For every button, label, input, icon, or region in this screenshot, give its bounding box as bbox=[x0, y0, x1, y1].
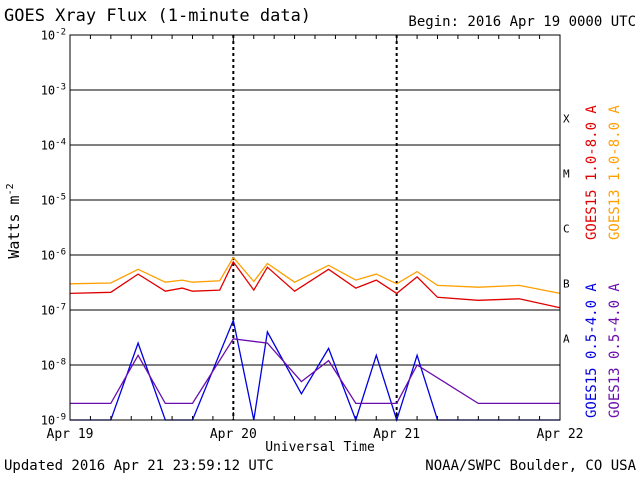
x-tick-label: Apr 21 bbox=[373, 427, 421, 442]
flare-class-label: A bbox=[563, 332, 570, 346]
plot-frame bbox=[69, 34, 561, 421]
y-tick-label: 10-8 bbox=[40, 357, 66, 373]
legend-entry-2: GOES13 1.0-8.0 A bbox=[607, 105, 623, 240]
y-tick-label: 10-6 bbox=[40, 247, 66, 263]
legend-entry-1: GOES15 1.0-8.0 A bbox=[584, 105, 600, 240]
flare-class-label: B bbox=[563, 277, 570, 291]
x-tick-label: Apr 19 bbox=[46, 427, 94, 442]
begin-time: Begin: 2016 Apr 19 0000 UTC bbox=[408, 14, 636, 30]
flare-class-label: M bbox=[563, 167, 570, 181]
y-tick-label: 10-9 bbox=[40, 412, 66, 428]
x-axis-label: Universal Time bbox=[265, 440, 375, 455]
chart-title: GOES Xray Flux (1-minute data) bbox=[4, 6, 312, 26]
grid-lines bbox=[69, 34, 561, 421]
y-axis-label: Watts m-2 bbox=[5, 183, 23, 259]
updated-timestamp: Updated 2016 Apr 21 23:59:12 UTC bbox=[4, 458, 274, 474]
y-tick-label: 10-4 bbox=[40, 137, 66, 153]
x-tick-label: Apr 22 bbox=[536, 427, 584, 442]
series-line-1 bbox=[69, 260, 561, 309]
flare-class-label: X bbox=[563, 112, 570, 126]
series-line-3 bbox=[70, 318, 560, 423]
x-tick-label: Apr 20 bbox=[209, 427, 257, 442]
legend-entry-3: GOES15 0.5-4.0 A bbox=[584, 283, 600, 418]
y-tick-label: 10-3 bbox=[40, 82, 66, 98]
series-layer bbox=[69, 256, 561, 423]
legend-entry-4: GOES13 0.5-4.0 A bbox=[607, 283, 623, 418]
flare-class-label: C bbox=[563, 222, 570, 236]
series-line-4 bbox=[70, 338, 560, 405]
series-line-2 bbox=[69, 256, 561, 295]
y-tick-label: 10-2 bbox=[40, 27, 66, 43]
credit-text: NOAA/SWPC Boulder, CO USA bbox=[425, 458, 636, 474]
y-tick-label: 10-5 bbox=[40, 192, 66, 208]
y-tick-label: 10-7 bbox=[40, 302, 66, 318]
